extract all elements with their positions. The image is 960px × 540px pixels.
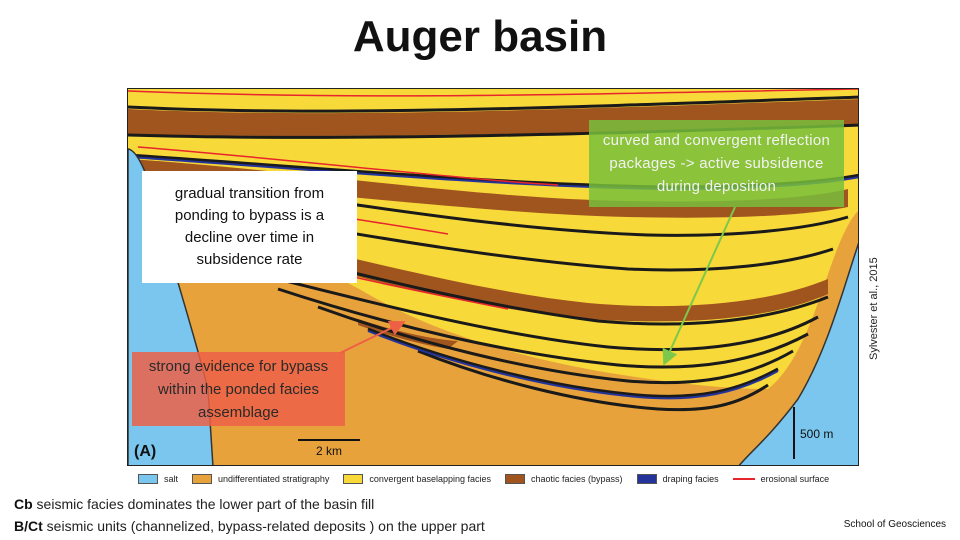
legend-item-draping: draping facies [636, 474, 719, 484]
legend-label: convergent baselapping facies [369, 474, 492, 484]
footer-institution: School of Geosciences [843, 519, 946, 530]
callout-line: ponding to bypass is a [174, 207, 325, 224]
legend-swatch [343, 474, 364, 484]
panel-label: (A) [134, 443, 157, 460]
callout-line: within the ponded facies [158, 380, 319, 398]
callout-curved-convergent: curved and convergent reflection package… [589, 120, 844, 207]
slide-title: Auger basin [352, 12, 608, 61]
facies-legend: salt undifferentiated stratigraphy conve… [138, 471, 843, 487]
legend-swatch [636, 474, 657, 484]
note-line-2: B/Ct seismic units (channelized, bypass-… [14, 518, 485, 534]
callout-line: curved and convergent reflection [602, 132, 831, 149]
callout-line: strong evidence for bypass [148, 357, 329, 375]
callout-line: subsidence rate [196, 251, 303, 268]
red-arrow [339, 321, 406, 354]
callout-bypass-evidence: strong evidence for bypass within the po… [132, 352, 345, 426]
legend-item-salt: salt [138, 474, 178, 484]
note-term: B/Ct [14, 518, 43, 534]
legend-swatch [138, 474, 158, 484]
vertical-scale-label: 500 m [800, 427, 834, 441]
legend-swatch [505, 474, 526, 484]
legend-item-chaotic: chaotic facies (bypass) [505, 474, 623, 484]
citation-text: Sylvester et al., 2015 [868, 257, 880, 360]
callout-line: gradual transition from [174, 185, 325, 202]
legend-label: undifferentiated stratigraphy [218, 474, 330, 484]
callout-line: during deposition [656, 178, 777, 195]
green-arrow [662, 206, 736, 366]
callout-gradual-transition: gradual transition from ponding to bypas… [142, 171, 357, 283]
legend-item-erosional: erosional surface [732, 474, 830, 484]
callout-line: assemblage [198, 403, 279, 421]
callout-line: decline over time in [184, 229, 315, 246]
note-term: Cb [14, 496, 33, 512]
legend-label: chaotic facies (bypass) [531, 474, 623, 484]
note-text: seismic facies dominates the lower part … [32, 496, 375, 512]
legend-item-convergent: convergent baselapping facies [343, 474, 491, 484]
legend-swatch [192, 474, 213, 484]
legend-line-swatch [732, 478, 755, 480]
note-text: seismic units (channelized, bypass-relat… [42, 518, 485, 534]
salt-body-right [738, 242, 858, 465]
legend-item-undifferentiated: undifferentiated stratigraphy [192, 474, 329, 484]
horizontal-scale-label: 2 km [315, 444, 342, 458]
note-line-1: Cb seismic facies dominates the lower pa… [14, 496, 374, 512]
horizontal-scale-bar: 2 km [298, 439, 360, 458]
chaotic-band [218, 229, 828, 322]
legend-label: salt [164, 474, 179, 484]
legend-label: draping facies [662, 474, 719, 484]
legend-label: erosional surface [760, 474, 830, 484]
chaotic-lens [358, 319, 458, 349]
callout-line: packages -> active subsidence [609, 155, 824, 172]
